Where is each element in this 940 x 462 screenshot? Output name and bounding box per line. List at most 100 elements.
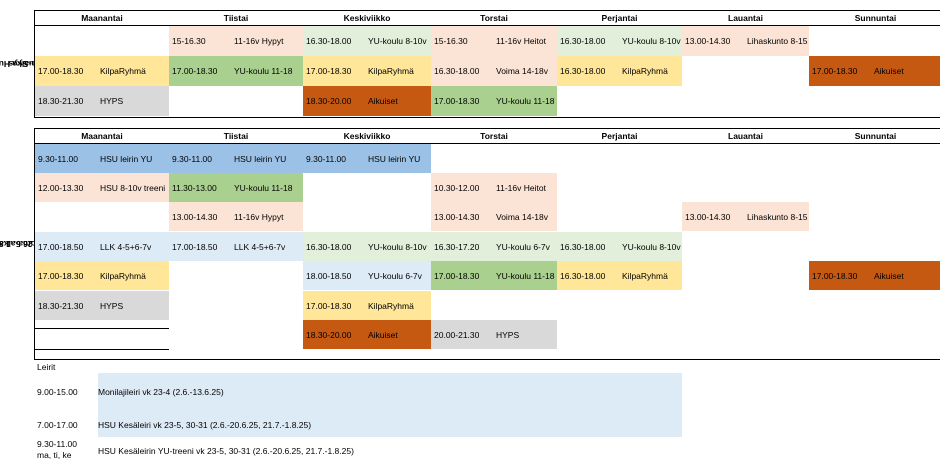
schedule-cell: 17.00-18.30 Aikuiset: [809, 56, 940, 86]
cell-activity: YU-koulu 6-7v: [368, 270, 422, 281]
leirit-time-1: 9.00-15.00: [37, 387, 78, 397]
day-header-0: Maanantai: [81, 131, 123, 141]
schedule-cell: 18.30-21.30 HYPS: [35, 291, 169, 320]
schedule-cell: 17.00-18.30 KilpaRyhmä: [35, 261, 169, 290]
leirit-time-3: 9.30-11.00 ma, ti, ke: [37, 439, 78, 460]
cell-activity: HSU 8-10v treeni: [100, 182, 166, 193]
day-header-2: Keskiviikko: [343, 131, 391, 141]
cell-time: 16.30-18.00: [434, 66, 480, 76]
cell-time: 17.00-18.50: [172, 241, 218, 252]
schedule-cell: 13.00-14.30 Lihaskunto 8-15: [682, 202, 809, 231]
cell-activity: HSU leirin YU: [100, 153, 153, 164]
cell-activity: KilpaRyhmä: [100, 270, 146, 281]
cell-activity: HYPS: [496, 329, 520, 340]
schedule-cell: 9.30-11.00 HSU leirin YU: [303, 144, 431, 173]
cell-activity: KilpaRyhmä: [622, 66, 668, 76]
cell-time: 11.30-13.00: [172, 182, 217, 193]
cell-activity: YU-koulu 6-7v: [496, 241, 550, 252]
schedule-cell: 13.00-14.30 Lihaskunto 8-15: [682, 26, 809, 56]
cell-time: 10.30-12.00: [434, 182, 480, 193]
day-header-6: Sunnuntai: [854, 13, 897, 23]
cell-time: 17.00-18.30: [306, 66, 352, 76]
cell-activity: YU-koulu 8-10v: [368, 241, 427, 252]
schedule-cell: 13.00-14.30 11-16v Hypyt: [169, 202, 303, 231]
cell-time: 13.00-14.30: [172, 211, 218, 222]
day-header-4: Perjantai: [601, 13, 638, 23]
cell-time: 16.30-18.00: [560, 241, 606, 252]
cell-time: 17.00-18.30: [812, 66, 858, 76]
day-header-2: Keskiviikko: [343, 13, 391, 23]
cell-activity: 11-16v Hypyt: [234, 211, 284, 222]
schedule-cell: 12.00-13.30 HSU 8-10v treeni: [35, 173, 169, 202]
cell-time: 13.00-14.30: [434, 211, 480, 222]
cell-activity: HYPS: [100, 300, 124, 311]
schedule-cell: 16.30-18.00 KilpaRyhmä: [557, 261, 682, 290]
cell-activity: Aikuiset: [874, 66, 904, 76]
cell-time: 12.00-13.30: [38, 182, 84, 193]
schedule-cell: 16.30-17.20 YU-koulu 6-7v: [431, 232, 557, 261]
cell-activity: YU-koulu 8-10v: [622, 36, 681, 46]
day-header-1: Tiistai: [223, 13, 249, 23]
cell-time: 13.00-14.30: [685, 211, 731, 222]
cell-time: 16.30-18.00: [306, 241, 352, 252]
schedule-cell: 9.30-11.00 HSU leirin YU: [169, 144, 303, 173]
day-header-6: Sunnuntai: [854, 131, 897, 141]
cell-time: 9.30-11.00: [172, 153, 213, 164]
cell-time: 18.30-21.30: [38, 96, 84, 106]
cell-time: 17.00-18.30: [172, 66, 218, 76]
cell-activity: 11-16v Heitot: [496, 36, 546, 46]
schedule-cell: 18.30-21.30 HYPS: [35, 86, 169, 116]
cell-activity: KilpaRyhmä: [100, 66, 146, 76]
cell-time: 16.30-18.00: [306, 36, 352, 46]
schedule-cell: 11.30-13.00 YU-koulu 11-18: [169, 173, 303, 202]
cell-time: 17.00-18.30: [38, 270, 84, 281]
day-header-3: Torstai: [480, 131, 508, 141]
cell-activity: KilpaRyhmä: [622, 270, 668, 281]
day-header-3: Torstai: [480, 13, 508, 23]
cell-time: 17.00-18.30: [812, 270, 858, 281]
cell-activity: Voima 14-18v: [496, 211, 548, 222]
leirit-text-1: Monilajileiri vk 23-4 (2.6.-13.6.25): [98, 387, 224, 397]
section1-label: Kouluaika Huhti-touko,Elo-Syys: [0, 59, 54, 69]
cell-activity: YU-koulu 8-10v: [622, 241, 681, 252]
schedule-cell: 18.30-20.00 Aikuiset: [303, 320, 431, 349]
day-header-1: Tiistai: [223, 131, 249, 141]
cell-time: 16.30-18.00: [560, 270, 606, 281]
schedule-cell: 17.00-18.50 LLK 4-5+6-7v: [35, 232, 169, 261]
cell-activity: Aikuiset: [368, 96, 398, 106]
cell-time: 9.30-11.00: [38, 153, 79, 164]
cell-time: 17.00-18.30: [306, 300, 352, 311]
day-header-5: Lauantai: [728, 131, 763, 141]
cell-time: 9.30-11.00: [306, 153, 347, 164]
schedule-cell: 16.30-18.00 YU-koulu 8-10v: [303, 232, 431, 261]
leirit-title: Leirit: [37, 362, 56, 372]
leirit-time-2: 7.00-17.00: [37, 420, 78, 430]
cell-activity: YU-koulu 11-18: [496, 96, 555, 106]
schedule-cell: 13.00-14.30 Voima 14-18v: [431, 202, 557, 231]
schedule-cell: 17.00-18.30 Aikuiset: [809, 261, 940, 290]
cell-activity: Lihaskunto 8-15: [747, 211, 808, 222]
leirit-highlight: [98, 373, 682, 437]
cell-time: 17.00-18.30: [38, 66, 84, 76]
schedule-cell: 17.00-18.30 YU-koulu 11-18: [169, 56, 303, 86]
schedule-cell: 16.30-18.00 KilpaRyhmä: [557, 56, 682, 86]
cell-time: 18.30-20.00: [306, 329, 352, 340]
schedule-cell: 17.00-18.30 YU-koulu 11-18: [431, 261, 557, 290]
cell-time: 17.00-18.30: [434, 270, 480, 281]
cell-time: 15-16.30: [434, 36, 468, 46]
cell-time: 18.30-21.30: [38, 300, 84, 311]
cell-activity: YU-koulu 11-18: [234, 182, 293, 193]
schedule-cell: 17.00-18.30 YU-koulu 11-18: [431, 86, 557, 116]
cell-activity: HYPS: [100, 96, 124, 106]
day-header-4: Perjantai: [601, 131, 638, 141]
cell-activity: LLK 4-5+6-7v: [100, 241, 152, 252]
day-header-5: Lauantai: [728, 13, 763, 23]
cell-activity: KilpaRyhmä: [368, 66, 414, 76]
schedule-cell: 16.30-18.00 YU-koulu 8-10v: [557, 26, 682, 56]
section2-label: Kesäloma-aika 2.6.-6.8.25(Liikkarit 26.5…: [0, 239, 70, 249]
cell-activity: HSU leirin YU: [368, 153, 421, 164]
schedule-cell: 15-16.30 11-16v Hypyt: [169, 26, 303, 56]
cell-time: 18.30-20.00: [306, 96, 352, 106]
cell-time: 17.00-18.30: [434, 96, 480, 106]
cell-time: 18.00-18.50: [306, 270, 352, 281]
